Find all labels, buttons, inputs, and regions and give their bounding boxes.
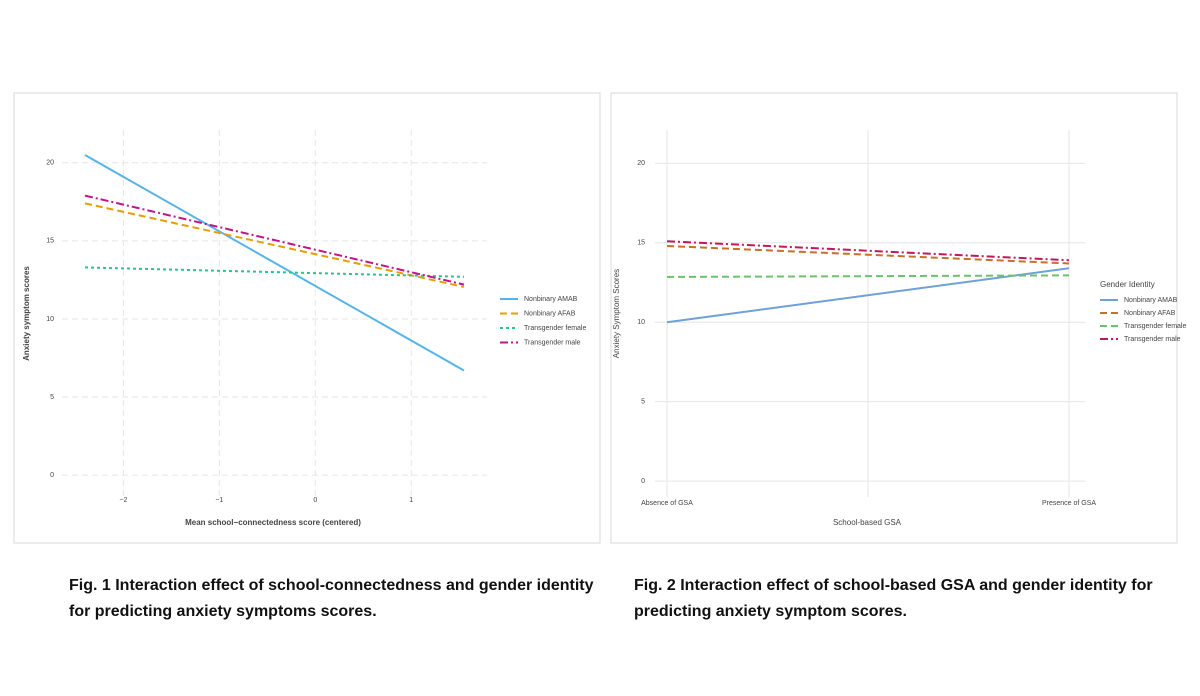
x-tick-label: −1 <box>215 497 223 504</box>
legend-label: Transgender female <box>1124 323 1186 330</box>
y-tick-label: 20 <box>637 160 645 167</box>
legend-label: Transgender female <box>524 325 586 332</box>
x-axis-title: School-based GSA <box>833 518 902 527</box>
legend-label: Nonbinary AFAB <box>1124 310 1176 317</box>
legend-label: Nonbinary AMAB <box>524 296 578 303</box>
caption: predicting anxiety symptom scores. <box>634 603 907 620</box>
x-tick-label: Presence of GSA <box>1042 500 1096 507</box>
series-line <box>666 274 1070 278</box>
y-tick-label: 15 <box>46 238 54 245</box>
x-tick-label: −2 <box>119 497 127 504</box>
caption: for predicting anxiety symptoms scores. <box>69 603 377 620</box>
x-tick-label: 0 <box>313 497 317 504</box>
legend-label: Transgender male <box>1124 336 1181 343</box>
y-tick-label: 10 <box>637 319 645 326</box>
series-line <box>84 154 465 372</box>
y-axis-title: Anxiety symptom scores <box>22 266 31 361</box>
y-tick-label: 15 <box>637 240 645 247</box>
caption: Fig. 2 Interaction effect of school-base… <box>634 577 1153 594</box>
caption: Fig. 1 Interaction effect of school-conn… <box>69 577 594 594</box>
x-tick-label: Absence of GSA <box>641 500 693 507</box>
series-line <box>666 240 1070 262</box>
series-line <box>84 194 465 286</box>
x-tick-label: 1 <box>409 497 413 504</box>
y-tick-label: 0 <box>641 478 645 485</box>
legend-label: Transgender male <box>524 339 581 346</box>
y-tick-label: 10 <box>46 316 54 323</box>
series-line <box>84 202 465 288</box>
legend-title: Gender Identity <box>1100 280 1155 289</box>
legend-label: Nonbinary AMAB <box>1124 297 1178 304</box>
y-tick-label: 0 <box>50 472 54 479</box>
y-tick-label: 20 <box>46 160 54 167</box>
y-tick-label: 5 <box>641 399 645 406</box>
y-tick-label: 5 <box>50 394 54 401</box>
series-line <box>666 267 1070 324</box>
legend-label: Nonbinary AFAB <box>524 310 576 317</box>
x-axis-title: Mean school−connectedness score (centere… <box>185 518 361 527</box>
y-axis-title: Anxiety Symptom Scores <box>612 269 621 358</box>
figure-frame <box>13 92 601 544</box>
series-line <box>666 244 1070 265</box>
